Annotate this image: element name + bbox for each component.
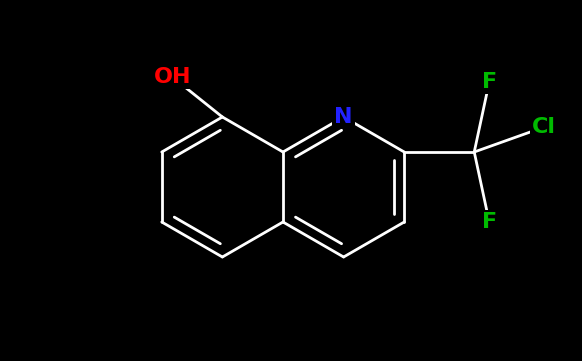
Text: OH: OH <box>154 67 191 87</box>
Text: F: F <box>482 72 497 92</box>
Text: Cl: Cl <box>533 117 556 137</box>
Text: N: N <box>335 107 353 127</box>
Text: F: F <box>482 212 497 232</box>
